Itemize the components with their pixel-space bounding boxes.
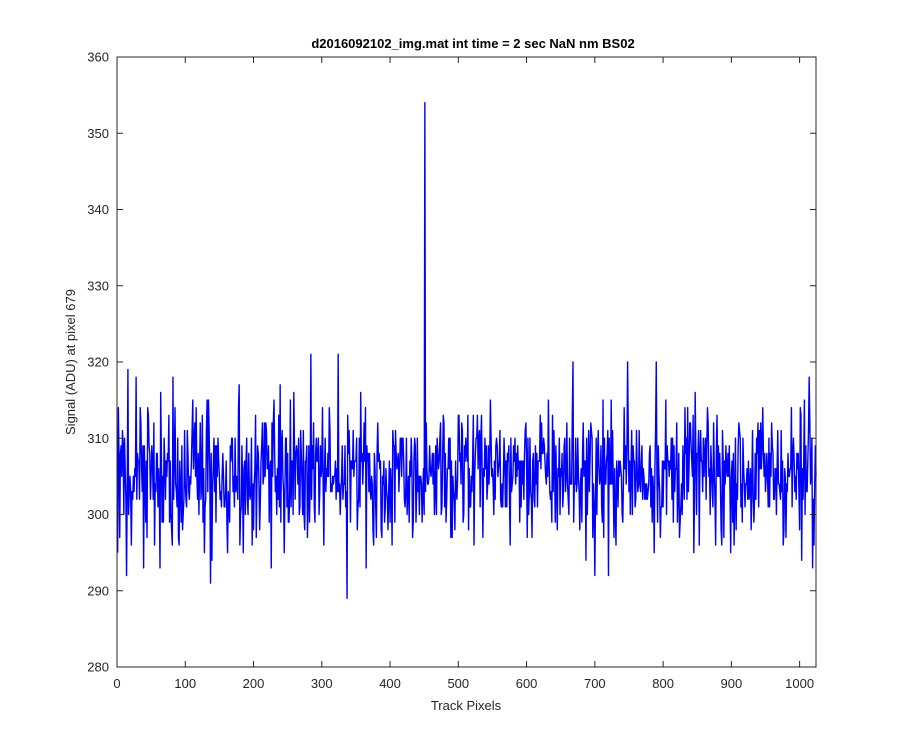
chart-title: d2016092102_img.mat int time = 2 sec NaN…	[311, 36, 634, 51]
y-tick-label: 330	[87, 278, 109, 293]
x-tick-label: 200	[243, 676, 265, 691]
y-tick-label: 300	[87, 507, 109, 522]
y-tick-label: 320	[87, 355, 109, 370]
x-tick-label: 1000	[785, 676, 814, 691]
y-axis-label: Signal (ADU) at pixel 679	[63, 289, 78, 435]
signal-series-line	[116, 102, 817, 600]
y-tick-label: 280	[87, 660, 109, 675]
x-axis-label: Track Pixels	[431, 698, 502, 713]
x-tick-label: 0	[113, 676, 120, 691]
x-tick-label: 700	[584, 676, 606, 691]
x-tick-label: 300	[311, 676, 333, 691]
x-tick-label: 600	[516, 676, 538, 691]
x-tick-label: 400	[379, 676, 401, 691]
x-axis: 0 100 200 300 400 500 600 700 800 900 1000	[113, 57, 814, 691]
plot-area	[116, 56, 817, 668]
y-tick-label: 360	[87, 50, 109, 65]
y-tick-label: 340	[87, 202, 109, 217]
x-tick-label: 900	[721, 676, 743, 691]
x-tick-label: 500	[447, 676, 469, 691]
y-tick-label: 350	[87, 126, 109, 141]
y-tick-label: 310	[87, 431, 109, 446]
y-axis: 280 290 300 310 320 330 340 350 360	[87, 50, 816, 675]
x-tick-label: 800	[652, 676, 674, 691]
x-tick-label: 100	[174, 676, 196, 691]
y-tick-label: 290	[87, 583, 109, 598]
